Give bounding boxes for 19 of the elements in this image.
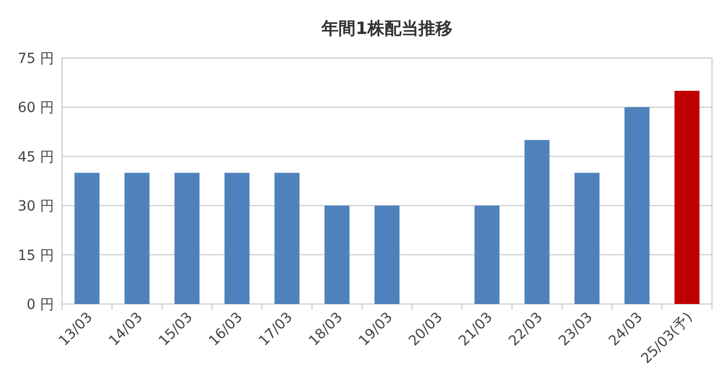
y-tick-label: 30 円	[18, 198, 54, 215]
bar	[474, 206, 500, 304]
y-tick-label: 60 円	[18, 100, 54, 116]
bar	[624, 107, 650, 304]
y-tick-label: 0 円	[26, 297, 54, 313]
bar	[224, 172, 250, 304]
bar	[524, 140, 550, 304]
bar	[174, 172, 200, 304]
bar	[374, 206, 400, 304]
bar	[674, 90, 700, 304]
y-tick-label: 15 円	[18, 248, 54, 264]
bar	[574, 172, 600, 304]
chart-title: 年間1株配当推移	[320, 19, 452, 39]
y-tick-label: 45 円	[18, 149, 54, 166]
bar	[74, 172, 100, 304]
bar	[324, 206, 350, 304]
y-tick-label: 75 円	[18, 51, 54, 67]
bar	[124, 172, 150, 304]
bar	[274, 172, 300, 304]
